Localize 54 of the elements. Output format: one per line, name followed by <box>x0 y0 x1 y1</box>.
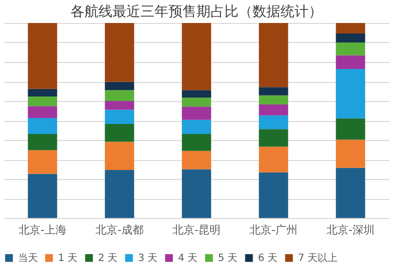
bar <box>182 98 212 107</box>
bar <box>258 23 288 88</box>
bar <box>104 124 134 142</box>
bar <box>28 88 58 97</box>
bar <box>182 90 212 98</box>
bar <box>28 150 58 174</box>
bar <box>104 82 134 90</box>
bar <box>336 140 366 168</box>
bar <box>336 118 366 140</box>
bar <box>104 23 134 82</box>
bar <box>28 96 58 106</box>
bar <box>182 106 212 120</box>
bar <box>104 101 134 110</box>
legend-label: 1 天 <box>58 253 78 264</box>
bar <box>182 169 212 218</box>
bar <box>258 104 288 116</box>
bar <box>258 146 288 172</box>
x-tick-label: 北京-成都 <box>96 224 144 236</box>
bar <box>104 170 134 218</box>
bar <box>28 106 58 118</box>
bar <box>28 23 58 89</box>
legend-label: 5 天 <box>218 253 238 264</box>
bar <box>104 142 134 170</box>
bar <box>28 118 58 134</box>
bar <box>258 129 288 147</box>
legend-label: 4 天 <box>178 253 198 264</box>
bar <box>336 55 366 70</box>
bar <box>258 172 288 218</box>
bar <box>28 134 58 150</box>
legend-label: 3 天 <box>138 253 158 264</box>
bar <box>182 120 212 134</box>
x-tick-label: 北京-昆明 <box>172 224 220 236</box>
bar <box>104 110 134 124</box>
x-tick-label: 北京-深圳 <box>326 224 374 236</box>
legend-label: 7 天以上 <box>298 252 338 264</box>
bar <box>258 115 288 130</box>
chart-title: 各航线最近三年预售期占比（数据统计） <box>70 4 322 20</box>
legend-label: 6 天 <box>258 253 278 264</box>
bar <box>336 34 366 42</box>
bar <box>336 168 366 218</box>
bar <box>182 23 212 90</box>
bar <box>104 90 134 101</box>
legend-label: 当天 <box>18 252 38 264</box>
legend-label: 2 天 <box>98 253 118 264</box>
bar <box>258 87 288 96</box>
x-tick-label: 北京-上海 <box>18 224 66 236</box>
bar <box>182 150 212 170</box>
bar <box>182 134 212 151</box>
bar <box>28 174 58 218</box>
bar <box>336 69 366 118</box>
bar <box>258 95 288 105</box>
bar <box>336 42 366 56</box>
bar <box>336 23 366 34</box>
x-tick-label: 北京-广州 <box>250 224 298 236</box>
